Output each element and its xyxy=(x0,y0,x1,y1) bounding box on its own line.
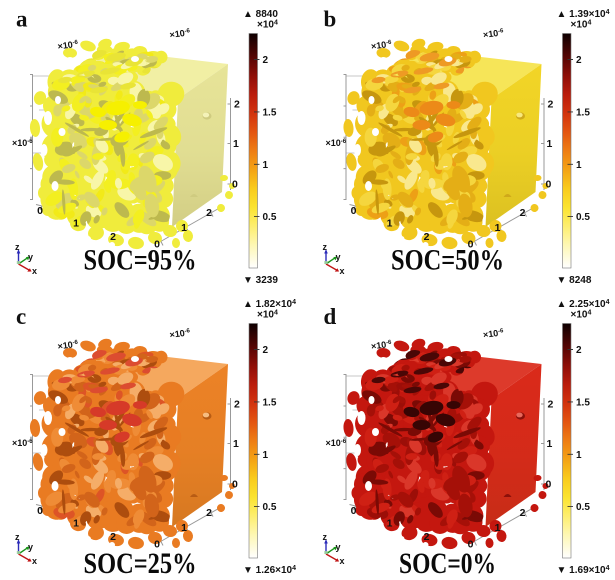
svg-text:SOC=50%: SOC=50% xyxy=(391,244,504,277)
svg-text:×104: ×104 xyxy=(571,310,592,321)
svg-text:▲ 2.25×104: ▲ 2.25×104 xyxy=(557,299,610,310)
svg-text:d: d xyxy=(324,304,337,329)
svg-text:▲ 1.39×104: ▲ 1.39×104 xyxy=(557,9,610,20)
svg-text:b: b xyxy=(324,7,337,32)
svg-text:SOC=0%: SOC=0% xyxy=(399,547,496,580)
svg-text:▲ 1.82×104: ▲ 1.82×104 xyxy=(243,299,296,310)
svg-text:▼ 1.69×104: ▼ 1.69×104 xyxy=(557,565,610,576)
svg-text:×104: ×104 xyxy=(257,20,278,31)
svg-text:a: a xyxy=(16,7,28,32)
svg-text:c: c xyxy=(16,304,26,329)
svg-text:▼ 8248: ▼ 8248 xyxy=(557,275,592,286)
svg-text:×104: ×104 xyxy=(571,20,592,31)
svg-text:SOC=25%: SOC=25% xyxy=(84,547,197,580)
svg-text:×104: ×104 xyxy=(257,310,278,321)
svg-text:SOC=95%: SOC=95% xyxy=(84,244,197,277)
svg-text:▼ 3239: ▼ 3239 xyxy=(243,275,278,286)
svg-text:▼ 1.26×104: ▼ 1.26×104 xyxy=(243,565,296,576)
svg-text:▲ 8840: ▲ 8840 xyxy=(243,9,278,20)
